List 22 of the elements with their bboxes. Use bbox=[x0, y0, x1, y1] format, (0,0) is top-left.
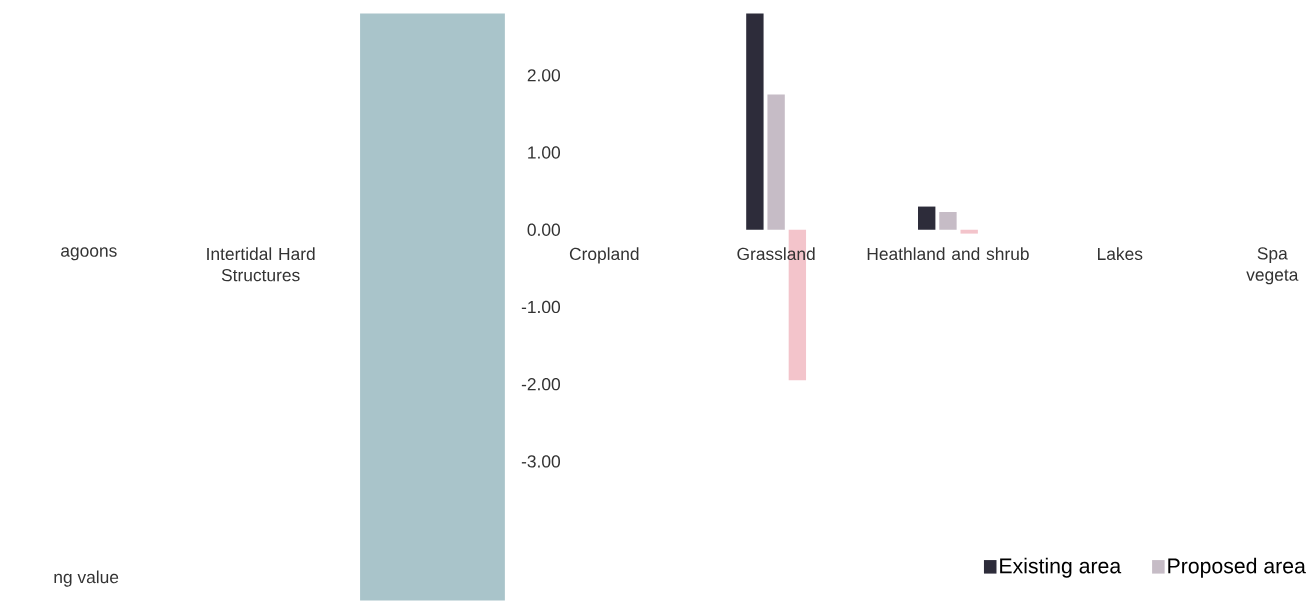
y-tick-label: -2.00 bbox=[521, 377, 561, 391]
annotation: ng value bbox=[54, 570, 119, 587]
bar bbox=[767, 94, 785, 230]
bar bbox=[939, 211, 957, 230]
x-tick-label: Spa vegeta bbox=[1246, 247, 1299, 285]
legend-label: Existing area bbox=[1000, 557, 1122, 578]
legend-label: Proposed area bbox=[1168, 557, 1306, 578]
bar bbox=[360, 13, 505, 601]
bar bbox=[746, 13, 764, 230]
bar bbox=[918, 206, 936, 230]
y-tick-label: 0.00 bbox=[527, 223, 561, 236]
x-tick-label: Lakes bbox=[1098, 247, 1143, 260]
y-tick-label: -1.00 bbox=[521, 300, 561, 313]
x-tick-label: Grassland bbox=[737, 247, 815, 260]
y-tick-label: -3.00 bbox=[521, 455, 561, 468]
y-tick-label: 1.00 bbox=[528, 146, 561, 159]
x-tick-label: Heathland and shrub bbox=[867, 247, 1029, 260]
x-tick-label: Intertidal Hard Structures bbox=[207, 247, 315, 282]
bar bbox=[960, 229, 978, 234]
x-tick-label: Cropland bbox=[569, 247, 639, 264]
y-tick-label: 2.00 bbox=[527, 68, 561, 82]
x-tick-label: agoons bbox=[61, 247, 117, 261]
